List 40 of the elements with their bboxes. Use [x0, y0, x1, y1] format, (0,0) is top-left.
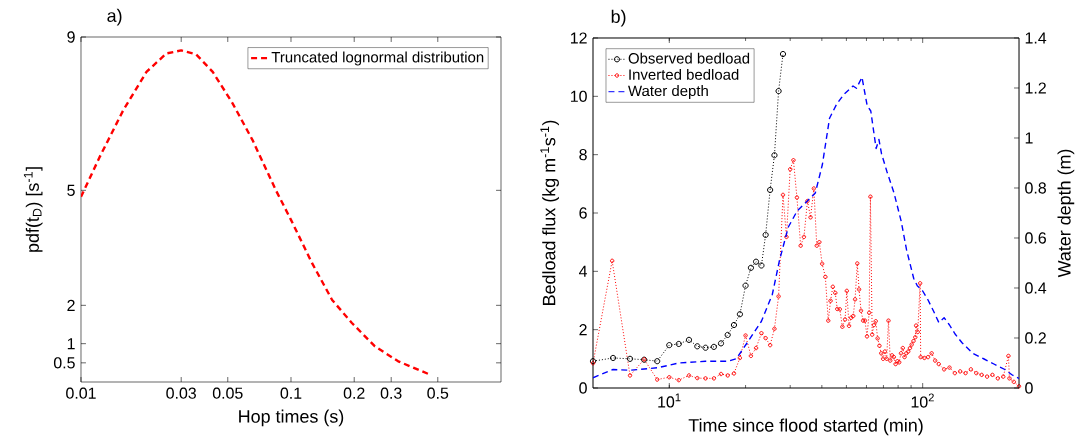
- y-tick-label: 12: [570, 32, 587, 44]
- y2-tick-label: 0.8: [1025, 182, 1046, 194]
- y-tick-label: 9: [67, 31, 75, 43]
- y2-tick-label: 0.6: [1025, 232, 1046, 244]
- y2-tick-label: 0: [1025, 382, 1033, 394]
- chart-title: a): [107, 8, 122, 26]
- y-tick-label: 0: [579, 382, 587, 394]
- y2-tick-label: 1: [1025, 132, 1033, 144]
- x-tick-label: 0.2: [343, 387, 365, 399]
- x-tick-label: 0.1: [280, 387, 302, 399]
- y-tick-label: 0.5: [53, 357, 75, 369]
- y2-tick-label: 1.2: [1025, 82, 1046, 94]
- y-tick-label: 6: [579, 207, 587, 219]
- y2-tick-label: 0.4: [1025, 282, 1047, 294]
- x-tick-label: 10$^{1}$: [658, 393, 681, 408]
- y-tick-label: 5: [67, 184, 75, 196]
- legend-label: Truncated lognormal distribution: [271, 51, 484, 66]
- y2-tick-label: 1.4: [1025, 32, 1047, 44]
- y2-tick-label: 0.2: [1025, 332, 1046, 344]
- y-tick-label: 4: [578, 265, 588, 277]
- y-tick-label: 1: [67, 338, 75, 350]
- x-tick-label: 10$^{2}$: [911, 393, 934, 408]
- y-axis-title: Bedload flux (kg m$^{-1}$s$^{-1}$): [540, 120, 559, 305]
- x-tick-label: 0.05: [212, 387, 243, 399]
- chart-title: b): [611, 9, 626, 27]
- y2-axis-title: Water depth (m): [1057, 149, 1075, 278]
- y-tick-label: 2: [579, 324, 587, 336]
- y-tick-label: 10: [570, 90, 587, 102]
- legend-label: Inverted bedload: [629, 68, 739, 80]
- x-axis-title: Hop times (s): [239, 409, 344, 427]
- x-axis-title: Time since flood started (min): [688, 418, 923, 436]
- y-tick-label: 8: [579, 149, 587, 161]
- x-tick-label: 0.01: [66, 387, 96, 399]
- legend-label: Water depth: [628, 85, 708, 100]
- x-tick-label: 0.3: [380, 387, 402, 399]
- x-tick-label: 0.03: [166, 387, 196, 399]
- legend-label: Observed bedload: [628, 52, 750, 64]
- x-tick-label: 0.5: [427, 387, 449, 399]
- y-tick-label: 2: [67, 299, 75, 311]
- y-axis-title: pdf(t$_{D}$) [s$^{-1}$]: [23, 167, 43, 252]
